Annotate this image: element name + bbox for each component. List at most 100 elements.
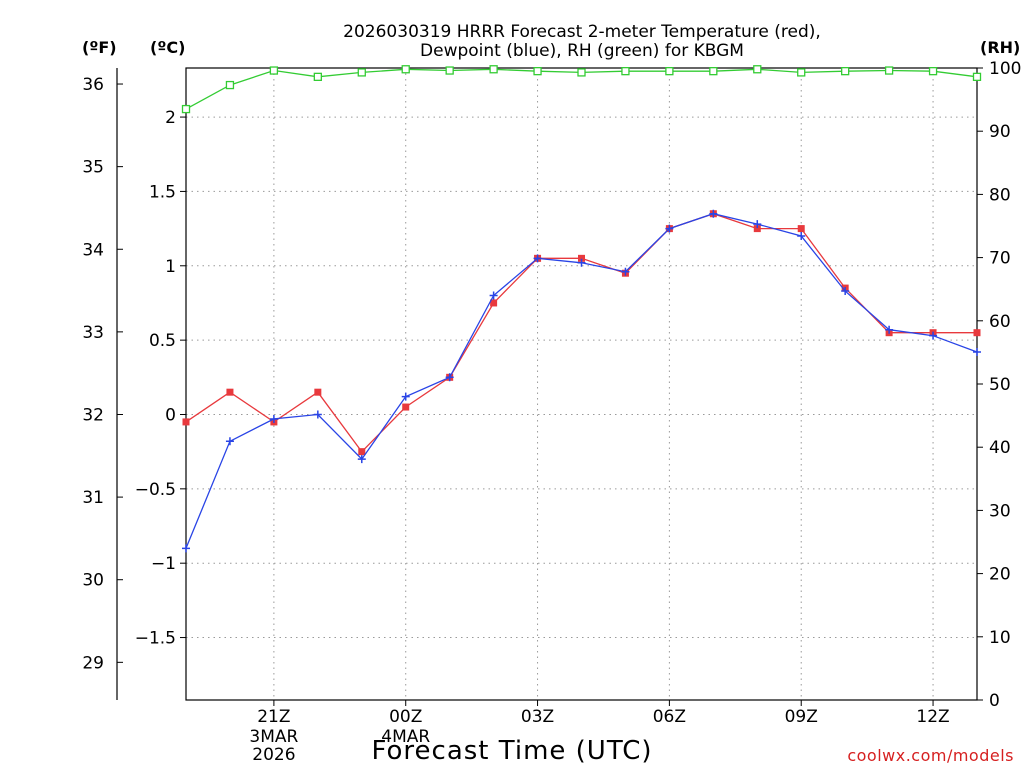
celsius-unit-label: (ºC) [150, 38, 185, 57]
fahrenheit-tick-label: 36 [82, 75, 104, 95]
celsius-tick-label: 1.5 [149, 182, 176, 202]
chart-title: 2026030319 HRRR Forecast 2-meter Tempera… [343, 22, 821, 61]
rh-point [621, 67, 630, 76]
rh-tick-label: 60 [989, 312, 1011, 332]
series-temperature [182, 210, 981, 456]
rh-tick-label: 100 [989, 59, 1021, 79]
rh-point [181, 104, 191, 114]
rh-point [401, 65, 410, 74]
series-dewpoint [182, 209, 981, 553]
x-tick-label: 03Z [521, 707, 554, 727]
dewpoint-point [445, 373, 454, 382]
rh-point [577, 68, 586, 77]
dewpoint-point [577, 258, 586, 267]
fahrenheit-tick-label: 34 [82, 240, 104, 260]
rh-point [753, 65, 762, 74]
rh-tick-label: 80 [989, 185, 1011, 205]
temperature-point [402, 403, 410, 411]
dewpoint-point [182, 544, 190, 553]
x-tick-label: 21Z [257, 707, 290, 727]
fahrenheit-tick-label: 33 [82, 323, 104, 343]
dewpoint-point [665, 224, 674, 233]
dewpoint-point [225, 437, 234, 446]
rh-tick-label: 0 [989, 691, 1000, 711]
temperature-point [358, 448, 366, 456]
dewpoint-point [841, 287, 850, 296]
celsius-tick-label: −0.5 [135, 480, 176, 500]
fahrenheit-tick-label: 31 [82, 488, 104, 508]
grid-lines [186, 68, 977, 700]
rh-point [269, 66, 279, 75]
rh-point [797, 68, 806, 77]
dewpoint-point [313, 410, 322, 419]
dewpoint-point [401, 392, 410, 401]
rh-point [489, 65, 498, 74]
dewpoint-point [489, 291, 498, 300]
rh-point [225, 80, 235, 90]
series-layer [181, 65, 982, 553]
dewpoint-point [709, 209, 718, 218]
temperature-point [753, 225, 761, 233]
rh-tick-label: 10 [989, 628, 1011, 648]
chart-title-line-1: 2026030319 HRRR Forecast 2-meter Tempera… [343, 22, 821, 42]
x-tick-sublabel: 4MAR [381, 727, 430, 747]
x-tick-sublabel: 3MAR [249, 727, 298, 747]
rh-tick-label: 40 [989, 438, 1011, 458]
celsius-tick-label: 0 [165, 405, 176, 425]
temperature-point [797, 225, 805, 233]
rh-point [928, 67, 938, 76]
rh-tick-label: 30 [989, 501, 1011, 521]
dewpoint-point [753, 220, 762, 229]
fahrenheit-tick-label: 32 [82, 405, 104, 425]
x-tick-label: 06Z [653, 707, 686, 727]
fahrenheit-tick-label: 29 [82, 653, 104, 673]
plot-frame [185, 67, 978, 701]
celsius-tick-label: 0.5 [149, 331, 176, 351]
celsius-tick-label: −1.5 [135, 629, 176, 649]
temperature-point [973, 329, 981, 337]
temperature-point [226, 388, 234, 396]
x-tick-label: 12Z [916, 707, 949, 727]
chart-title-line-2: Dewpoint (blue), RH (green) for KBGM [420, 41, 744, 61]
dewpoint-point [973, 348, 981, 357]
fahrenheit-tick-label: 30 [82, 571, 104, 591]
dewpoint-point [797, 232, 806, 241]
rh-point [972, 72, 982, 81]
rh-point [533, 67, 542, 76]
fahrenheit-unit-label: (ºF) [82, 38, 117, 57]
rh-point [665, 67, 674, 76]
rh-tick-label: 50 [989, 375, 1011, 395]
temperature-point [578, 254, 585, 262]
x-tick-label: 00Z [389, 707, 422, 727]
axes: −1.5 −1 −0.5 0 0.5 1 1.5 2 29 30 31 32 33 34 35 36 0 10 20… [82, 59, 1021, 765]
rh-unit-label: (RH) [980, 38, 1020, 57]
credit-text: coolwx.com/models [847, 746, 1014, 765]
rh-tick-label: 20 [989, 565, 1011, 585]
rh-point [884, 66, 894, 75]
dewpoint-point [885, 325, 894, 334]
rh-point [313, 72, 322, 81]
dewpoint-point [269, 414, 278, 423]
fahrenheit-tick-label: 35 [82, 158, 104, 178]
dewpoint-point [533, 254, 542, 263]
rh-tick-label: 90 [989, 122, 1011, 142]
dewpoint-point [357, 455, 366, 464]
dewpoint-point [929, 331, 938, 340]
rh-point [445, 66, 454, 75]
x-tick-label: 09Z [785, 707, 818, 727]
celsius-tick-label: 2 [165, 108, 176, 128]
rh-point [709, 67, 718, 76]
rh-point [841, 67, 850, 76]
celsius-tick-label: 1 [165, 257, 176, 277]
celsius-tick-label: −1 [151, 554, 176, 574]
rh-point [357, 68, 366, 77]
x-axis-title: Forecast Time (UTC) [371, 736, 652, 766]
dewpoint-point [621, 267, 630, 276]
series-rh [181, 65, 982, 114]
rh-tick-label: 70 [989, 249, 1011, 269]
temperature-point [490, 299, 498, 307]
temperature-point [182, 418, 190, 426]
x-tick-sublabel: 2026 [252, 745, 295, 765]
temperature-point [314, 388, 322, 396]
